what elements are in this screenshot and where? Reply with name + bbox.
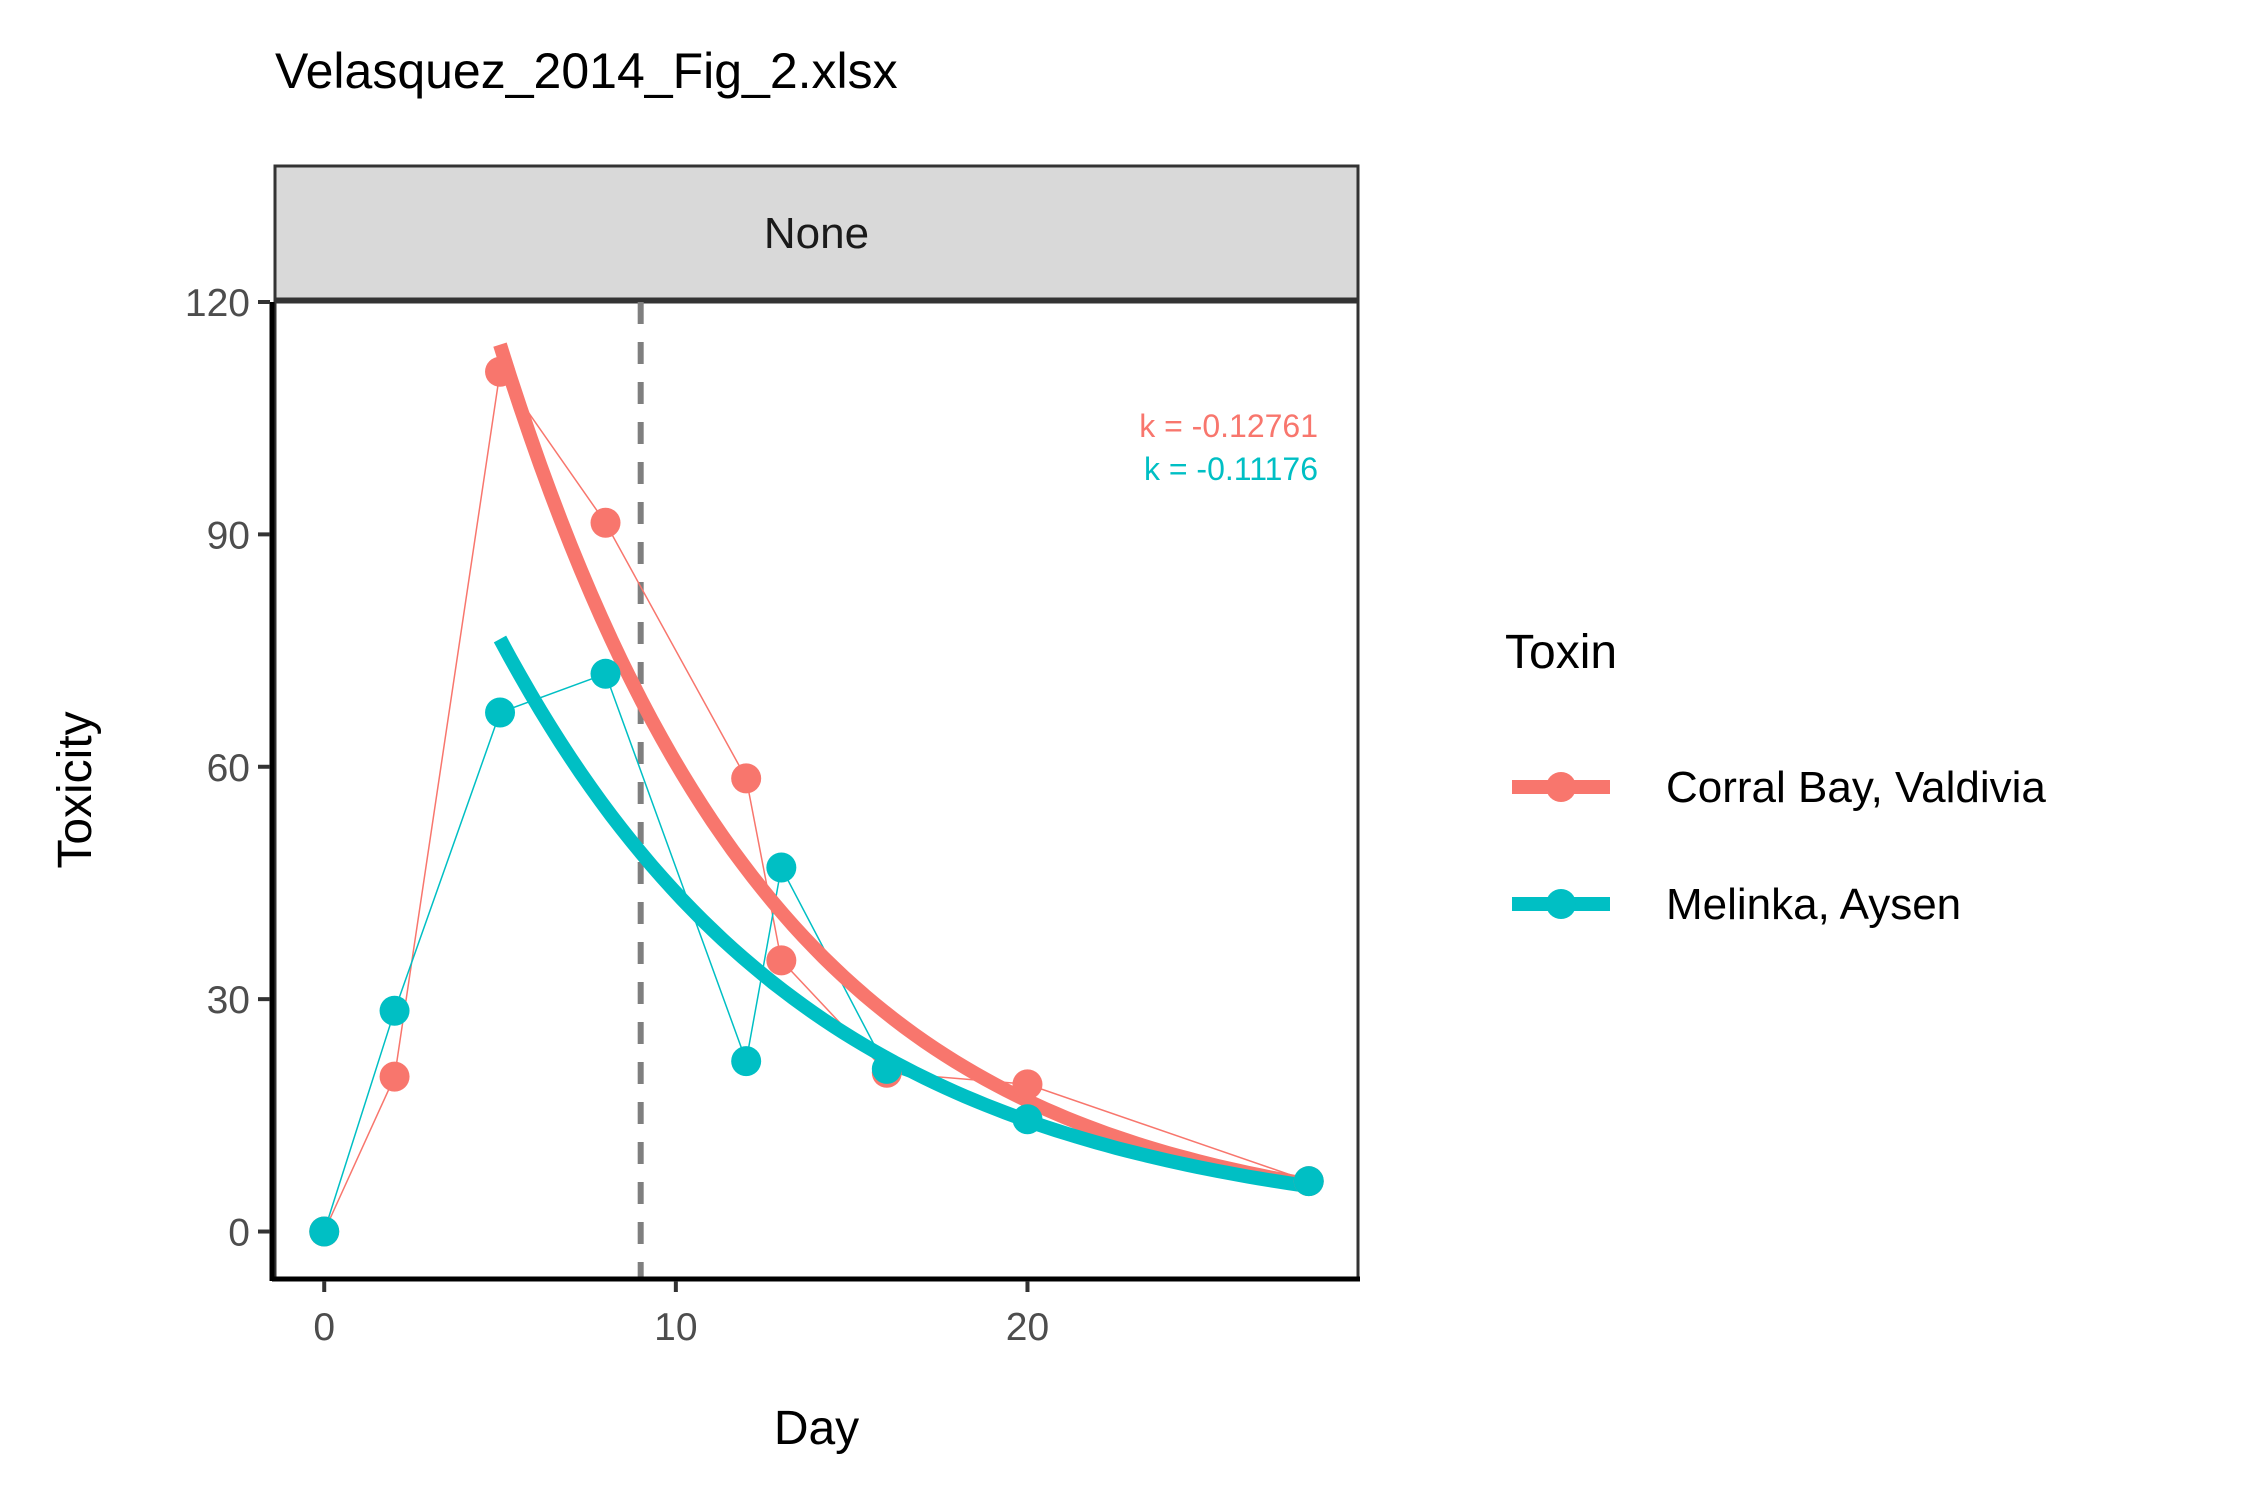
data-point [766,852,797,883]
data-point [590,658,621,689]
chart-title: Velasquez_2014_Fig_2.xlsx [275,43,898,99]
data-point [871,1053,902,1084]
facet-strip-label: None [764,209,869,258]
y-tick-label: 60 [207,747,250,790]
fit-curve-1 [493,342,1311,1192]
k-label-2: k = -0.11176 [1144,451,1318,487]
fit-curve-2 [493,635,1310,1194]
legend-title: Toxin [1505,626,1617,679]
points-layer [309,356,1324,1247]
data-point [1012,1104,1043,1135]
data-point [731,1046,762,1077]
data-point [309,1216,340,1247]
legend-item-2: Melinka, Aysen [1512,880,1961,929]
legend-key-point [1546,889,1576,919]
data-point [590,507,621,538]
k-labels-layer: k = -0.12761 k = -0.11176 [1139,408,1318,487]
y-tick-label: 120 [185,282,250,325]
x-tick-label: 20 [1006,1306,1049,1349]
legend: Corral Bay, Valdivia Melinka, Aysen [1512,763,2046,929]
facet-strip [273,164,1360,301]
x-tick-label: 10 [654,1306,697,1349]
data-point [379,995,410,1026]
fit-curves-layer [493,342,1311,1194]
y-tick-label: 0 [228,1212,250,1255]
x-ticks-layer: 0 10 20 [313,1281,1049,1349]
data-point [731,763,762,794]
legend-key-point [1546,772,1576,802]
plot-panel [273,300,1360,1280]
data-point [1293,1166,1324,1197]
x-tick-label: 0 [313,1306,335,1349]
data-point [379,1061,410,1092]
k-label-1: k = -0.12761 [1139,408,1318,444]
data-point [485,356,516,387]
data-point [1012,1069,1043,1100]
y-axis-title: Toxicity [49,711,102,868]
data-point [485,697,516,728]
legend-label: Melinka, Aysen [1666,880,1961,929]
x-axis-title: Day [774,1402,859,1455]
data-point [766,945,797,976]
legend-item-1: Corral Bay, Valdivia [1512,763,2046,812]
legend-label: Corral Bay, Valdivia [1666,763,2046,812]
y-ticks-layer: 0 30 60 90 120 [185,282,270,1255]
y-tick-label: 30 [207,979,250,1022]
y-tick-label: 90 [207,514,250,557]
